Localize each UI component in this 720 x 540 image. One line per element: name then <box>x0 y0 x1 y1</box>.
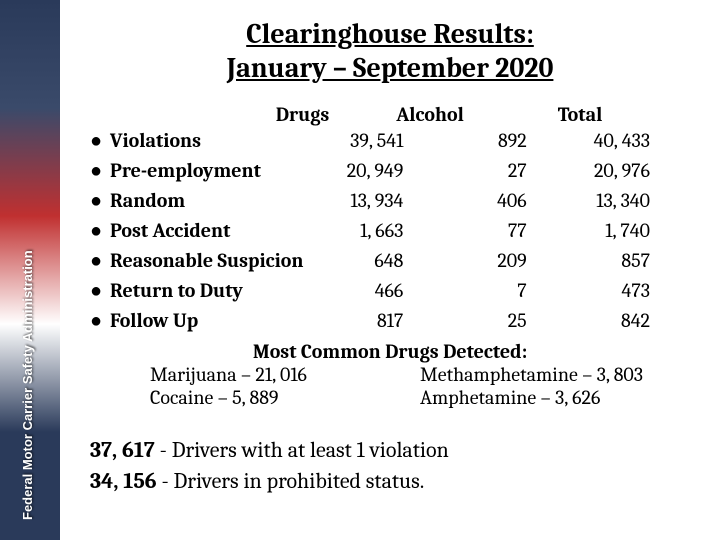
cell-alcohol: 27 <box>443 156 566 186</box>
table-row: ● Random 13, 934 406 13, 340 <box>90 186 690 216</box>
cell-alcohol: 406 <box>443 186 566 216</box>
title-line-1: Clearinghouse Results: <box>246 18 534 50</box>
row-label: Follow Up <box>110 306 320 336</box>
row-label: Post Accident <box>110 216 320 246</box>
table-row: ● Return to Duty 466 7 473 <box>90 276 690 306</box>
cell-total: 40, 433 <box>567 126 690 156</box>
detected-cocaine: Cocaine – 5, 889 <box>150 386 420 409</box>
cell-total: 1, 740 <box>567 216 690 246</box>
table-row: ● Violations 39, 541 892 40, 433 <box>90 126 690 156</box>
bullet-icon: ● <box>90 216 110 246</box>
detected-marijuana: Marijuana – 21, 016 <box>150 363 420 386</box>
cell-total: 13, 340 <box>567 186 690 216</box>
cell-total: 473 <box>567 276 690 306</box>
cell-drugs: 13, 934 <box>320 186 443 216</box>
bullet-icon: ● <box>90 126 110 156</box>
title-line-2: January – September 2020 <box>227 52 554 84</box>
cell-total: 20, 976 <box>567 156 690 186</box>
bullet-icon: ● <box>90 186 110 216</box>
cell-drugs: 1, 663 <box>320 216 443 246</box>
cell-total: 857 <box>567 246 690 276</box>
row-label: Return to Duty <box>110 276 320 306</box>
results-table: Drugs Alcohol Total ● Violations 39, 541… <box>90 103 690 409</box>
slide-title: Clearinghouse Results: January – Septemb… <box>90 18 690 85</box>
table-row: ● Pre-employment 20, 949 27 20, 976 <box>90 156 690 186</box>
bullet-icon: ● <box>90 306 110 336</box>
detected-meth: Methamphetamine – 3, 803 <box>420 363 690 386</box>
row-label: Reasonable Suspicion <box>110 246 320 276</box>
summary-block: 37, 617 - Drivers with at least 1 violat… <box>90 435 690 497</box>
detected-heading: Most Common Drugs Detected: <box>90 340 690 363</box>
detected-col-right: Methamphetamine – 3, 803 Amphetamine – 3… <box>420 363 690 409</box>
bullet-icon: ● <box>90 156 110 186</box>
sidebar-label: Federal Motor Carrier Safety Administrat… <box>20 250 35 520</box>
summary-d1: - Drivers with at least 1 violation <box>155 437 449 463</box>
table-row: ● Follow Up 817 25 842 <box>90 306 690 336</box>
row-label: Random <box>110 186 320 216</box>
bullet-icon: ● <box>90 246 110 276</box>
summary-n1: 37, 617 <box>90 437 155 463</box>
header-drugs: Drugs <box>90 103 355 126</box>
summary-n2: 34, 156 <box>90 468 157 494</box>
header-alcohol: Alcohol <box>355 103 505 126</box>
summary-d2: - Drivers in prohibited status. <box>157 468 425 494</box>
table-header: Drugs Alcohol Total <box>90 103 690 126</box>
bullet-icon: ● <box>90 276 110 306</box>
detected-amph: Amphetamine – 3, 626 <box>420 386 690 409</box>
cell-drugs: 466 <box>320 276 443 306</box>
summary-line-1: 37, 617 - Drivers with at least 1 violat… <box>90 435 690 466</box>
cell-alcohol: 892 <box>443 126 566 156</box>
detected-col-left: Marijuana – 21, 016 Cocaine – 5, 889 <box>150 363 420 409</box>
summary-line-2: 34, 156 - Drivers in prohibited status. <box>90 466 690 497</box>
table-row: ● Reasonable Suspicion 648 209 857 <box>90 246 690 276</box>
cell-alcohol: 77 <box>443 216 566 246</box>
table-row: ● Post Accident 1, 663 77 1, 740 <box>90 216 690 246</box>
cell-drugs: 648 <box>320 246 443 276</box>
cell-total: 842 <box>567 306 690 336</box>
header-total: Total <box>505 103 655 126</box>
detected-drugs: Marijuana – 21, 016 Cocaine – 5, 889 Met… <box>150 363 690 409</box>
row-label: Violations <box>110 126 320 156</box>
cell-drugs: 20, 949 <box>320 156 443 186</box>
cell-alcohol: 7 <box>443 276 566 306</box>
cell-drugs: 39, 541 <box>320 126 443 156</box>
cell-alcohol: 25 <box>443 306 566 336</box>
cell-drugs: 817 <box>320 306 443 336</box>
sidebar-fmcsa: Federal Motor Carrier Safety Administrat… <box>0 0 60 540</box>
row-label: Pre-employment <box>110 156 320 186</box>
cell-alcohol: 209 <box>443 246 566 276</box>
slide-content: Clearinghouse Results: January – Septemb… <box>60 0 720 540</box>
